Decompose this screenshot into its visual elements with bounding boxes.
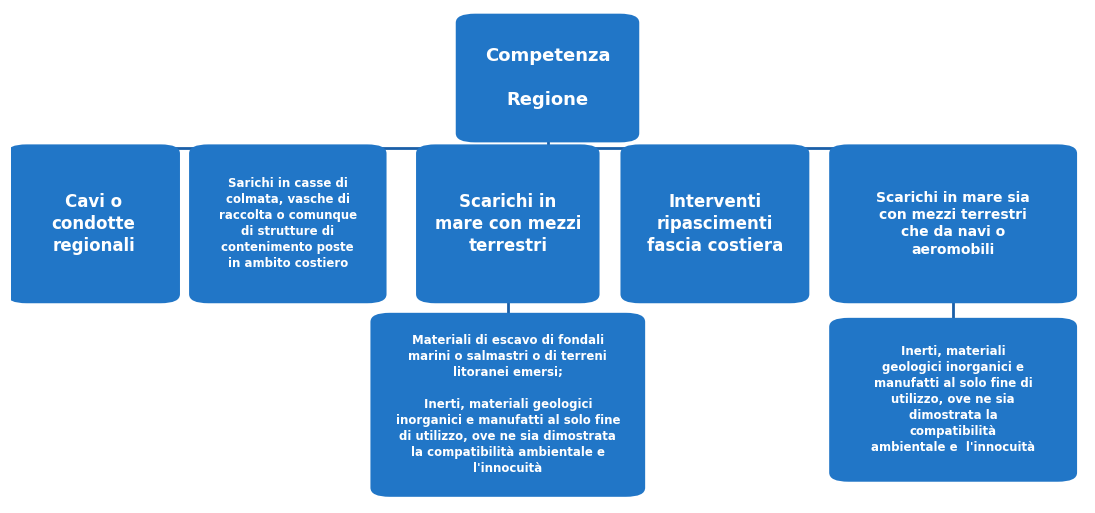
Text: Materiali di escavo di fondali
marini o salmastri o di terreni
litoranei emersi;: Materiali di escavo di fondali marini o …: [395, 334, 620, 476]
FancyBboxPatch shape: [370, 313, 645, 497]
FancyBboxPatch shape: [189, 144, 387, 303]
FancyBboxPatch shape: [621, 144, 809, 303]
Text: Competenza

Regione: Competenza Regione: [485, 47, 610, 109]
Text: Inerti, materiali
geologici inorganici e
manufatti al solo fine di
utilizzo, ove: Inerti, materiali geologici inorganici e…: [871, 345, 1035, 455]
FancyBboxPatch shape: [829, 318, 1077, 482]
Text: Scarichi in
mare con mezzi
terrestri: Scarichi in mare con mezzi terrestri: [435, 192, 581, 255]
Text: Cavi o
condotte
regionali: Cavi o condotte regionali: [51, 192, 136, 255]
FancyBboxPatch shape: [8, 144, 180, 303]
Text: Interventi
ripascimenti
fascia costiera: Interventi ripascimenti fascia costiera: [647, 192, 783, 255]
Text: Scarichi in mare sia
con mezzi terrestri
che da navi o
aeromobili: Scarichi in mare sia con mezzi terrestri…: [876, 191, 1030, 257]
FancyBboxPatch shape: [829, 144, 1077, 303]
Text: Sarichi in casse di
colmata, vasche di
raccolta o comunque
di strutture di
conte: Sarichi in casse di colmata, vasche di r…: [219, 177, 357, 270]
FancyBboxPatch shape: [416, 144, 600, 303]
FancyBboxPatch shape: [456, 14, 639, 143]
